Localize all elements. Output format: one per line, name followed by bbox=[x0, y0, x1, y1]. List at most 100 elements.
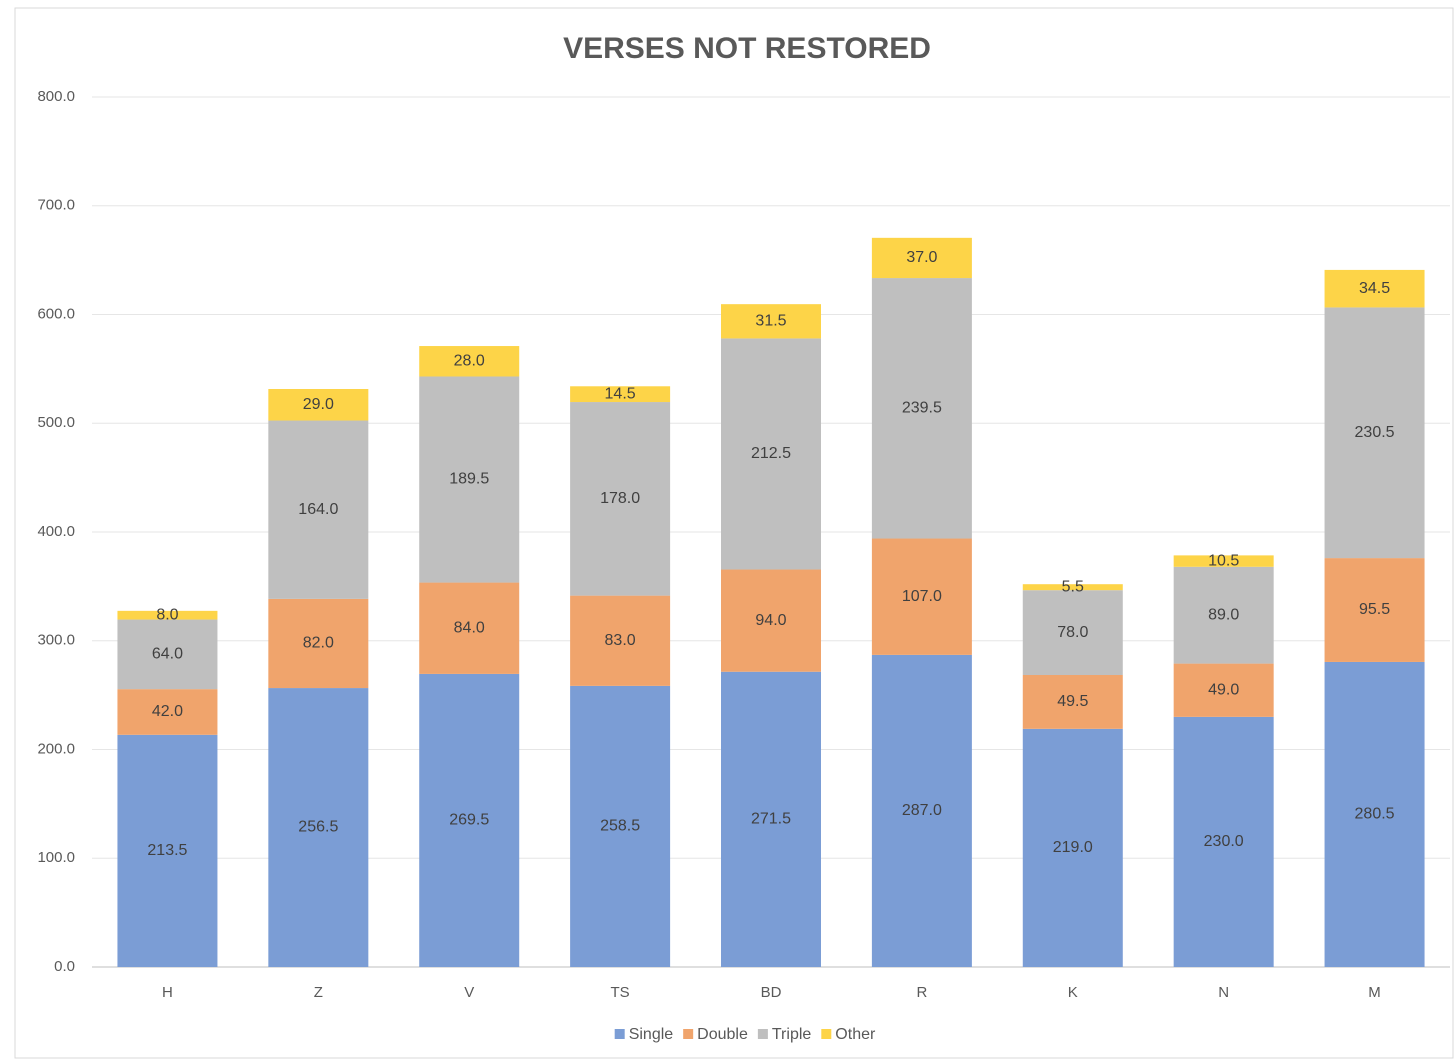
bar-segment bbox=[117, 619, 218, 690]
x-tick-label: TS bbox=[611, 984, 630, 1001]
data-label: 5.5 bbox=[1062, 578, 1084, 595]
data-label: 49.0 bbox=[1208, 681, 1239, 698]
bar-segment bbox=[1173, 716, 1274, 967]
bar-segment bbox=[1022, 675, 1123, 729]
bar-segment bbox=[1324, 661, 1425, 967]
data-label: 258.5 bbox=[600, 818, 640, 835]
chart-title: VERSES NOT RESTORED bbox=[563, 32, 931, 65]
data-label: 178.0 bbox=[600, 490, 640, 507]
data-label: 212.5 bbox=[751, 445, 791, 462]
data-label: 83.0 bbox=[605, 632, 636, 649]
data-label: 49.5 bbox=[1057, 693, 1088, 710]
bar-segment bbox=[419, 346, 520, 377]
y-tick-label: 500.0 bbox=[37, 414, 75, 431]
bar-segment bbox=[871, 278, 972, 539]
bar-segment bbox=[268, 388, 369, 421]
data-label: 34.5 bbox=[1359, 280, 1390, 297]
bar-segment bbox=[570, 685, 671, 967]
x-tick-label: K bbox=[1068, 984, 1078, 1001]
y-tick-label: 300.0 bbox=[37, 632, 75, 649]
bar-segment bbox=[871, 237, 972, 279]
legend-swatch bbox=[683, 1029, 694, 1039]
data-label: 213.5 bbox=[147, 842, 187, 859]
bar-segment bbox=[871, 654, 972, 967]
legend-label: Single bbox=[629, 1026, 674, 1043]
data-label: 42.0 bbox=[152, 703, 183, 720]
y-tick-label: 100.0 bbox=[37, 849, 75, 866]
x-tick-label: BD bbox=[761, 984, 782, 1001]
bar-segment bbox=[570, 386, 671, 403]
x-tick-label: H bbox=[162, 984, 173, 1001]
data-label: 280.5 bbox=[1355, 806, 1395, 823]
data-label: 78.0 bbox=[1057, 624, 1088, 641]
data-label: 8.0 bbox=[156, 606, 178, 623]
bar-segment bbox=[1324, 307, 1425, 559]
data-label: 28.0 bbox=[454, 352, 485, 369]
bar-segment bbox=[721, 304, 821, 339]
bar-segment bbox=[268, 420, 369, 599]
data-label: 287.0 bbox=[902, 802, 942, 819]
y-tick-label: 0.0 bbox=[54, 958, 75, 975]
legend-label: Triple bbox=[772, 1026, 812, 1043]
x-tick-label: Z bbox=[314, 984, 323, 1001]
data-label: 219.0 bbox=[1053, 839, 1093, 856]
bar-segment bbox=[117, 734, 218, 967]
data-label: 230.5 bbox=[1355, 424, 1395, 441]
data-label: 37.0 bbox=[906, 249, 937, 266]
data-label: 64.0 bbox=[152, 646, 183, 663]
bar-segment bbox=[721, 671, 821, 967]
bar-segment bbox=[419, 673, 520, 967]
data-label: 269.5 bbox=[449, 812, 489, 829]
data-label: 84.0 bbox=[454, 619, 485, 636]
legend-swatch bbox=[757, 1029, 768, 1039]
data-label: 89.0 bbox=[1208, 606, 1239, 623]
bar-segment bbox=[268, 598, 369, 689]
y-tick-label: 400.0 bbox=[37, 523, 75, 540]
bar-segment bbox=[117, 610, 218, 620]
data-label: 256.5 bbox=[298, 819, 338, 836]
legend-label: Other bbox=[835, 1026, 876, 1043]
bar-segment bbox=[721, 569, 821, 672]
bar-segment bbox=[117, 689, 218, 735]
x-tick-label: N bbox=[1218, 984, 1229, 1001]
legend-swatch bbox=[821, 1029, 832, 1039]
data-label: 29.0 bbox=[303, 396, 334, 413]
bar-segment bbox=[1022, 590, 1123, 676]
data-label: 94.0 bbox=[755, 612, 786, 629]
y-tick-label: 800.0 bbox=[37, 88, 75, 105]
data-label: 14.5 bbox=[605, 385, 636, 402]
data-label: 271.5 bbox=[751, 811, 791, 828]
bar-segment bbox=[871, 538, 972, 655]
data-label: 10.5 bbox=[1208, 552, 1239, 569]
bar-segment bbox=[1324, 558, 1425, 662]
bar-segment bbox=[1022, 728, 1123, 967]
y-tick-label: 600.0 bbox=[37, 305, 75, 322]
bar-segment bbox=[1173, 663, 1274, 717]
data-label: 239.5 bbox=[902, 400, 942, 417]
data-label: 230.0 bbox=[1204, 833, 1244, 850]
data-label: 31.5 bbox=[755, 313, 786, 330]
bar-segment bbox=[570, 402, 671, 596]
bar-segment bbox=[1324, 269, 1425, 308]
data-label: 95.5 bbox=[1359, 601, 1390, 618]
data-label: 189.5 bbox=[449, 471, 489, 488]
data-label: 82.0 bbox=[303, 635, 334, 652]
bar-segment bbox=[721, 338, 821, 570]
bar-segment bbox=[570, 595, 671, 686]
x-tick-label: M bbox=[1368, 984, 1381, 1001]
bar-segment bbox=[1173, 566, 1274, 664]
bar-segment bbox=[1022, 584, 1123, 591]
x-tick-label: R bbox=[916, 984, 927, 1001]
data-label: 164.0 bbox=[298, 501, 338, 518]
bar-segment bbox=[1173, 555, 1274, 567]
legend-label: Double bbox=[697, 1026, 748, 1043]
bar-segment bbox=[419, 582, 520, 674]
legend-swatch bbox=[614, 1029, 625, 1039]
y-tick-label: 200.0 bbox=[37, 740, 75, 757]
x-tick-label: V bbox=[464, 984, 474, 1001]
data-label: 107.0 bbox=[902, 588, 942, 605]
y-tick-label: 700.0 bbox=[37, 197, 75, 214]
bar-segment bbox=[268, 688, 369, 967]
bar-segment bbox=[419, 376, 520, 583]
